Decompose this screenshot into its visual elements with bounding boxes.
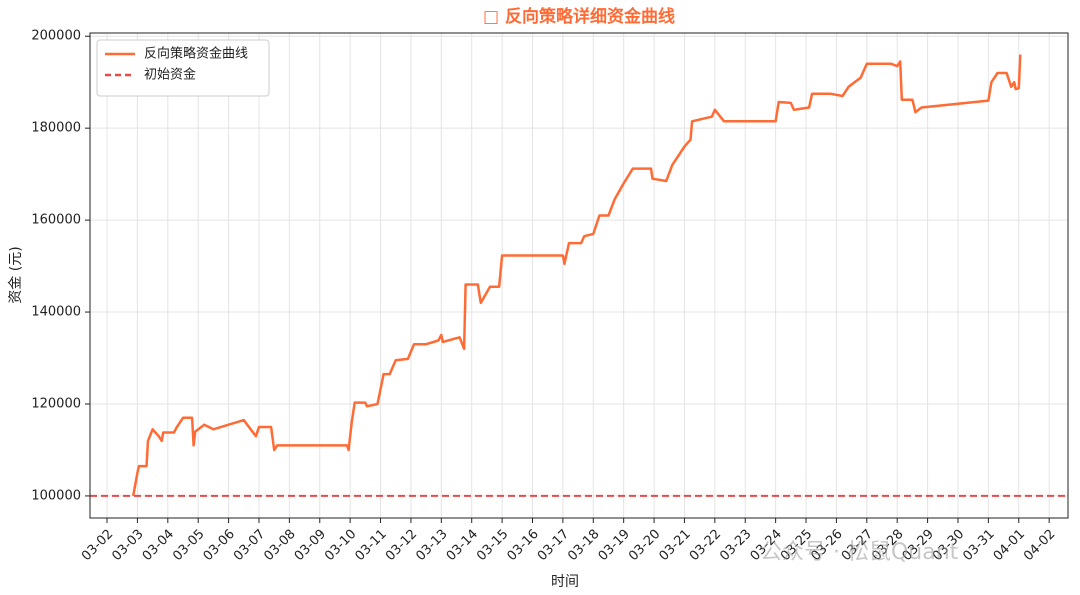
x-tick-label: 03-31 [960,527,997,564]
x-axis-label: 时间 [551,574,579,590]
x-tick-label: 03-23 [717,527,754,564]
x-tick-label: 03-08 [261,527,298,564]
x-tick-label: 03-21 [656,527,693,564]
x-tick-label: 03-10 [322,527,359,564]
legend-label: 反向策略资金曲线 [144,46,248,62]
x-tick-label: 03-14 [444,527,481,564]
x-tick-label: 03-13 [413,527,450,564]
x-tick-label: 03-07 [231,527,268,564]
x-tick-label: 04-02 [1021,527,1058,564]
legend-label: 初始资金 [144,67,196,83]
x-tick-label: 03-03 [109,527,146,564]
watermark: 公众号 · 松鼠Quant [760,540,959,565]
x-tick-label: 03-09 [292,527,329,564]
x-tick-label: 03-18 [565,527,602,564]
line [131,54,1022,497]
x-tick-label: 03-22 [687,527,724,564]
x-tick-label: 03-20 [626,527,663,564]
x-tick-label: 03-05 [170,527,207,564]
y-axis-label: 资金 (元) [8,246,24,303]
x-tick-label: 03-04 [140,527,177,564]
x-tick-label: 03-12 [383,527,420,564]
plot-frame [89,32,1069,519]
x-tick-label: 03-17 [535,527,572,564]
x-tick-label: 03-06 [201,527,238,564]
y-tick-label: 140000 [31,305,81,320]
y-tick-label: 120000 [31,396,81,411]
y-tick-label: 180000 [31,121,81,136]
x-tick-label: 04-01 [991,527,1028,564]
chart-title: □ 反向策略详细资金曲线 [483,6,675,27]
x-tick-label: 03-19 [596,527,633,564]
x-tick-label: 03-02 [79,527,116,564]
x-tick-label: 03-15 [474,527,511,564]
legend-box [96,39,270,97]
x-tick-label: 03-11 [353,527,390,564]
y-tick-label: 200000 [31,29,81,44]
x-tick-label: 03-16 [504,527,541,564]
y-tick-label: 160000 [31,213,81,228]
y-tick-label: 100000 [31,488,81,503]
